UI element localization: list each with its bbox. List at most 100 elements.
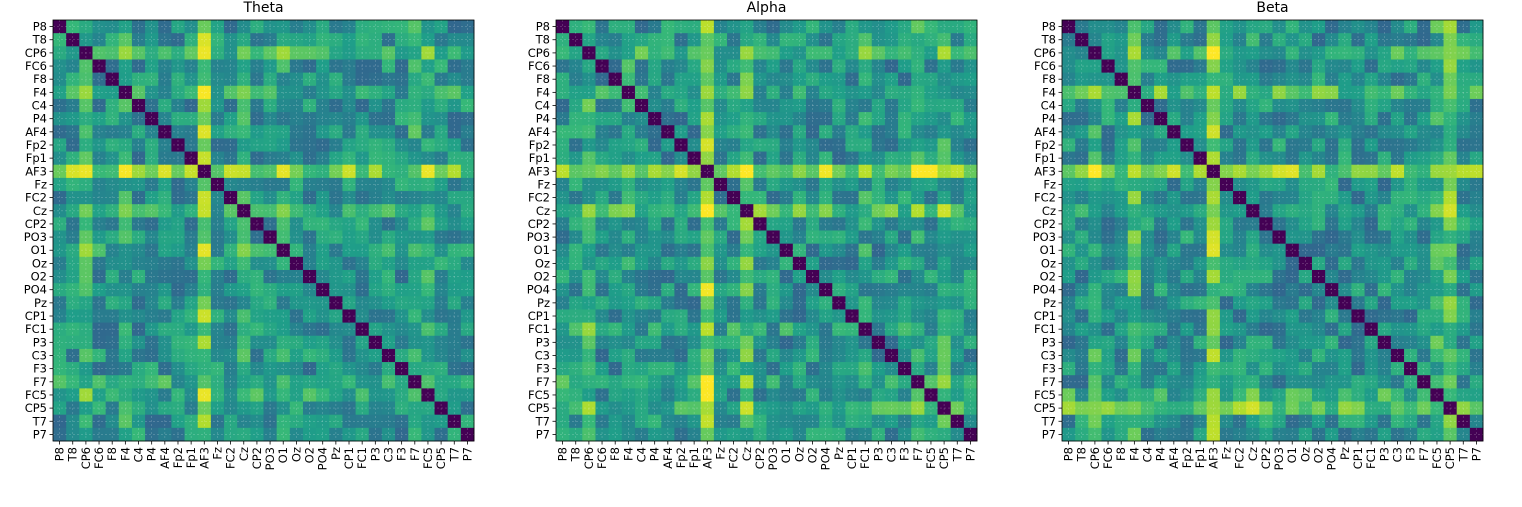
heatmap-cell — [368, 401, 383, 416]
heatmap-cell — [1088, 322, 1102, 337]
heatmap-cell — [105, 46, 120, 60]
x-tick-label: F8 — [1114, 447, 1128, 461]
heatmap-cell — [634, 243, 649, 258]
heatmap-cell — [1311, 256, 1326, 271]
heatmap-cell — [871, 243, 886, 258]
heatmap-cell — [434, 204, 449, 218]
heatmap-cell — [753, 414, 767, 429]
heatmap-cell — [871, 112, 886, 126]
heatmap-cell — [408, 59, 422, 74]
heatmap-cell — [302, 177, 317, 192]
heatmap-cell — [1443, 388, 1458, 402]
heatmap-cell — [1390, 388, 1405, 402]
heatmap-cell — [898, 375, 912, 389]
heatmap-cell — [250, 375, 264, 389]
heatmap-cell — [118, 72, 133, 87]
y-tick-label: F7 — [1042, 375, 1056, 389]
heatmap-cell — [1259, 401, 1273, 416]
heatmap-cell — [963, 414, 978, 429]
heatmap-cell — [871, 269, 886, 284]
heatmap-cell — [924, 362, 938, 376]
heatmap-cell — [621, 243, 636, 258]
heatmap-cell — [1233, 59, 1247, 74]
heatmap-cell — [1101, 151, 1116, 166]
heatmap-cell — [595, 296, 610, 310]
heatmap-cell — [1404, 138, 1418, 152]
heatmap-cell — [1180, 427, 1194, 442]
heatmap-cell — [621, 230, 636, 245]
heatmap-cell — [1140, 217, 1155, 231]
heatmap-cell — [779, 388, 794, 402]
y-tick-label: FC1 — [1034, 322, 1056, 336]
heatmap-cell — [395, 164, 409, 179]
heatmap-cell — [263, 177, 278, 192]
heatmap-cell — [1062, 375, 1076, 389]
heatmap-cell — [1404, 269, 1418, 284]
heatmap-cell — [1298, 296, 1313, 310]
heatmap-cell — [158, 375, 172, 389]
heatmap-cell — [727, 164, 741, 179]
heatmap-cell — [118, 217, 133, 231]
heatmap-cell — [118, 59, 133, 74]
x-tick-label: FC2 — [727, 447, 741, 469]
y-tick-label: Cz — [1042, 204, 1056, 218]
heatmap-cell — [145, 59, 159, 74]
heatmap-cell — [898, 177, 912, 192]
heatmap-cell — [276, 230, 291, 245]
heatmap-cell — [858, 164, 873, 179]
y-tick-label: FC1 — [25, 322, 47, 336]
heatmap-cell — [556, 230, 570, 245]
heatmap-cell — [1285, 72, 1300, 87]
heatmap-cell — [608, 243, 623, 258]
heatmap-cell — [1338, 46, 1352, 60]
heatmap-cell — [845, 414, 859, 429]
heatmap-cell — [661, 362, 675, 376]
heatmap-cell — [1338, 138, 1352, 152]
heatmap-cell — [184, 72, 199, 87]
heatmap-cell — [250, 283, 264, 297]
heatmap-cell — [595, 138, 610, 152]
heatmap-cell — [805, 138, 820, 152]
heatmap-cell — [858, 309, 873, 323]
heatmap-cell — [871, 164, 886, 179]
heatmap-cell — [608, 217, 623, 231]
heatmap-cell — [1127, 177, 1142, 192]
heatmap-cell — [595, 414, 610, 429]
heatmap-cell — [329, 322, 343, 337]
heatmap-cell — [819, 59, 833, 74]
heatmap-cell — [1114, 269, 1129, 284]
heatmap-cell — [1338, 125, 1352, 139]
heatmap-cell — [250, 309, 264, 323]
heatmap-cell — [1443, 269, 1458, 284]
heatmap-cell — [53, 322, 67, 337]
heatmap-cell — [674, 59, 688, 74]
heatmap-cell — [713, 362, 728, 376]
heatmap-cell — [805, 112, 820, 126]
heatmap-cell — [713, 414, 728, 429]
heatmap-cell — [937, 414, 952, 429]
heatmap-cell — [700, 283, 715, 297]
heatmap-cell — [963, 322, 978, 337]
heatmap-cell — [1377, 164, 1392, 179]
heatmap-cell — [1167, 309, 1181, 323]
heatmap-cell — [779, 98, 794, 113]
heatmap-cell — [1062, 177, 1076, 192]
x-tick-label: O1 — [1285, 447, 1299, 463]
heatmap-cell — [1114, 283, 1129, 297]
heatmap-cell — [1469, 191, 1484, 205]
heatmap-cell — [105, 269, 120, 284]
heatmap-cell — [237, 348, 251, 363]
heatmap-cell — [329, 164, 343, 179]
x-tick-label: AF3 — [197, 447, 211, 469]
heatmap-cell — [963, 151, 978, 166]
heatmap-cell — [700, 348, 715, 363]
heatmap-cell — [1140, 20, 1155, 34]
heatmap-cell — [1233, 20, 1247, 34]
heatmap-cell — [779, 112, 794, 126]
heatmap-cell — [53, 309, 67, 323]
heatmap-cell — [276, 388, 291, 402]
heatmap-cell — [595, 59, 610, 74]
x-tick-label: O1 — [276, 447, 290, 463]
heatmap-cell — [819, 191, 833, 205]
heatmap-cell — [634, 375, 649, 389]
